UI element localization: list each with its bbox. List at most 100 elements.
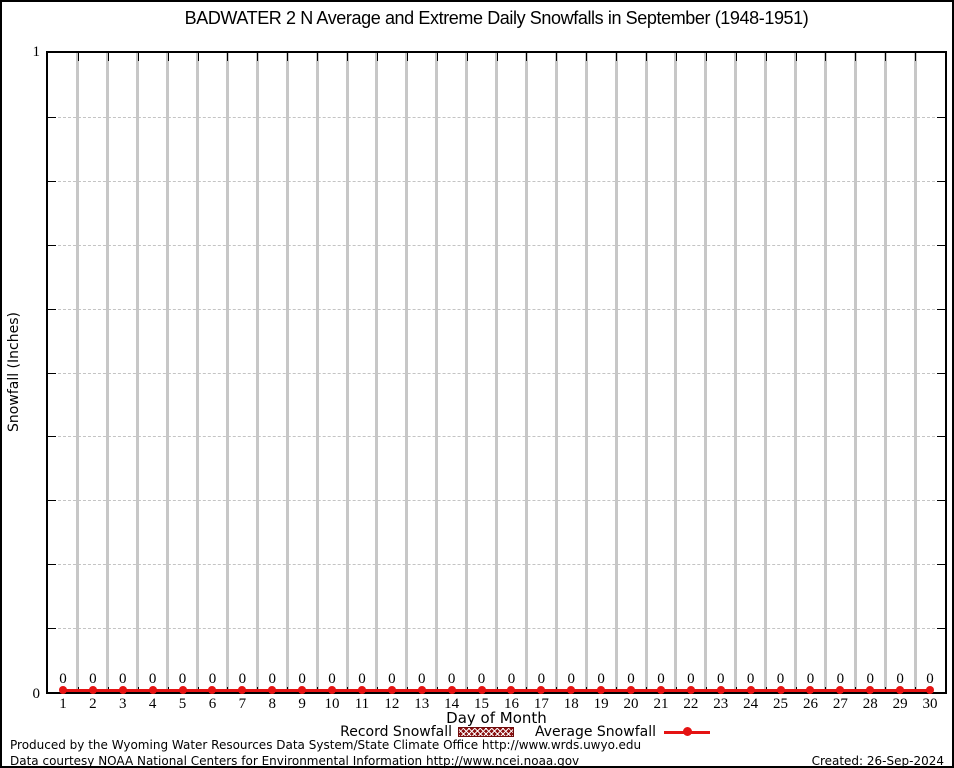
data-point-value-label: 0	[119, 671, 127, 687]
x-axis-tick-label: 21	[653, 696, 669, 712]
data-point-value-label: 0	[418, 671, 426, 687]
x-axis-tick-label: 29	[892, 696, 908, 712]
data-point-value-label: 0	[926, 671, 934, 687]
data-point-value-label: 0	[298, 671, 306, 687]
y-axis-tick-right	[937, 564, 945, 566]
data-point-value-label: 0	[657, 671, 665, 687]
data-point-value-label: 0	[477, 671, 486, 687]
data-point-value-label: 0	[268, 671, 277, 687]
x-gridline	[255, 53, 259, 692]
legend-average-snowfall-label: Average Snowfall	[534, 724, 656, 740]
x-axis-tick-top	[287, 53, 289, 61]
x-axis-tick-label: 12	[384, 696, 400, 712]
x-axis-tick-label: 7	[238, 696, 247, 712]
data-point-value-label: 0	[208, 671, 217, 687]
y-axis-tick-right	[937, 436, 945, 438]
x-gridline	[495, 53, 498, 692]
x-axis-tick-label: 4	[148, 696, 157, 712]
x-axis-tick-label: 23	[713, 696, 729, 712]
x-axis-tick-label: 18	[563, 696, 579, 712]
data-point-marker	[178, 686, 187, 694]
x-gridline	[465, 53, 469, 692]
x-axis-tick-top	[376, 53, 378, 61]
data-point-marker	[567, 686, 576, 694]
x-axis-tick-top	[795, 53, 797, 61]
data-point-marker	[836, 686, 845, 694]
x-gridline	[225, 53, 229, 692]
data-point-marker	[417, 686, 426, 694]
data-point-value-label: 0	[896, 671, 904, 687]
y-axis-tick-left	[48, 372, 56, 374]
x-gridline	[285, 53, 289, 692]
data-point-value-label: 0	[178, 671, 187, 687]
x-axis-tick-label: 24	[743, 696, 759, 712]
data-point-marker	[597, 686, 606, 694]
x-axis-tick-label: 30	[922, 696, 938, 712]
data-point-marker	[926, 686, 935, 694]
data-point-value-label: 0	[59, 671, 67, 687]
x-axis-tick-label: 9	[298, 696, 306, 712]
data-point-value-label: 0	[507, 671, 516, 687]
data-point-marker	[298, 686, 307, 694]
x-axis-tick-label: 8	[268, 696, 277, 712]
y-axis-tick-right	[937, 308, 945, 310]
data-point-marker	[627, 686, 636, 694]
x-gridline	[614, 53, 618, 692]
data-point-value-label: 0	[627, 671, 635, 687]
x-axis-tick-label: 17	[533, 696, 549, 712]
x-gridline	[883, 53, 887, 692]
x-axis-tick-label: 14	[444, 696, 460, 712]
x-axis-tick-top	[526, 53, 528, 61]
data-point-value-label: 0	[238, 671, 247, 687]
y-axis-tick-right	[937, 628, 945, 630]
record-snowfall-swatch-icon	[458, 727, 514, 737]
y-axis-tick-left	[48, 500, 56, 502]
x-axis-tick-label: 26	[802, 696, 818, 712]
x-gridline	[196, 53, 199, 692]
x-axis-tick-top	[107, 53, 109, 61]
data-point-marker	[806, 686, 815, 694]
x-gridline	[794, 53, 797, 692]
x-axis-tick-label: 27	[832, 696, 848, 712]
x-axis-tick-label: 15	[474, 696, 490, 712]
data-point-marker	[208, 686, 217, 694]
data-point-marker	[896, 686, 905, 694]
data-point-value-label: 0	[746, 671, 755, 687]
x-axis-tick-label: 13	[414, 696, 430, 712]
data-point-marker	[537, 686, 546, 694]
x-gridline	[435, 53, 439, 692]
x-axis-tick-label: 16	[503, 696, 519, 712]
x-gridline	[734, 53, 738, 692]
x-gridline	[106, 53, 110, 692]
y-axis-tick-right	[937, 180, 945, 182]
y-axis-tick-right	[937, 116, 945, 118]
x-axis-tick-label: 6	[208, 696, 217, 712]
x-gridline	[554, 53, 558, 692]
x-axis-tick-top	[705, 53, 707, 61]
data-point-marker	[88, 686, 97, 694]
x-axis-tick-top	[436, 53, 438, 61]
data-point-value-label: 0	[537, 671, 546, 687]
average-snowfall-series-line	[59, 689, 934, 692]
y-axis-tick-right	[937, 500, 945, 502]
data-point-marker	[238, 686, 247, 694]
x-axis-tick-label: 2	[89, 696, 97, 712]
data-point-value-label: 0	[148, 671, 157, 687]
y-axis-tick-left	[48, 116, 56, 118]
x-axis-tick-top	[885, 53, 887, 61]
data-point-value-label: 0	[776, 671, 785, 687]
average-snowfall-point-icon	[683, 727, 692, 736]
data-point-marker	[507, 686, 516, 694]
x-gridline	[704, 53, 708, 692]
x-axis-tick-top	[765, 53, 767, 61]
data-point-value-label: 0	[358, 671, 366, 687]
x-gridline	[375, 53, 379, 692]
x-gridline	[853, 53, 857, 692]
x-axis-tick-top	[586, 53, 588, 61]
x-gridline	[315, 53, 319, 692]
x-gridline	[166, 53, 170, 692]
data-point-marker	[656, 686, 665, 694]
legend: Record Snowfall Average Snowfall	[2, 724, 952, 741]
legend-record-snowfall-label: Record Snowfall	[340, 724, 452, 740]
y-axis-tick-right	[937, 244, 945, 246]
